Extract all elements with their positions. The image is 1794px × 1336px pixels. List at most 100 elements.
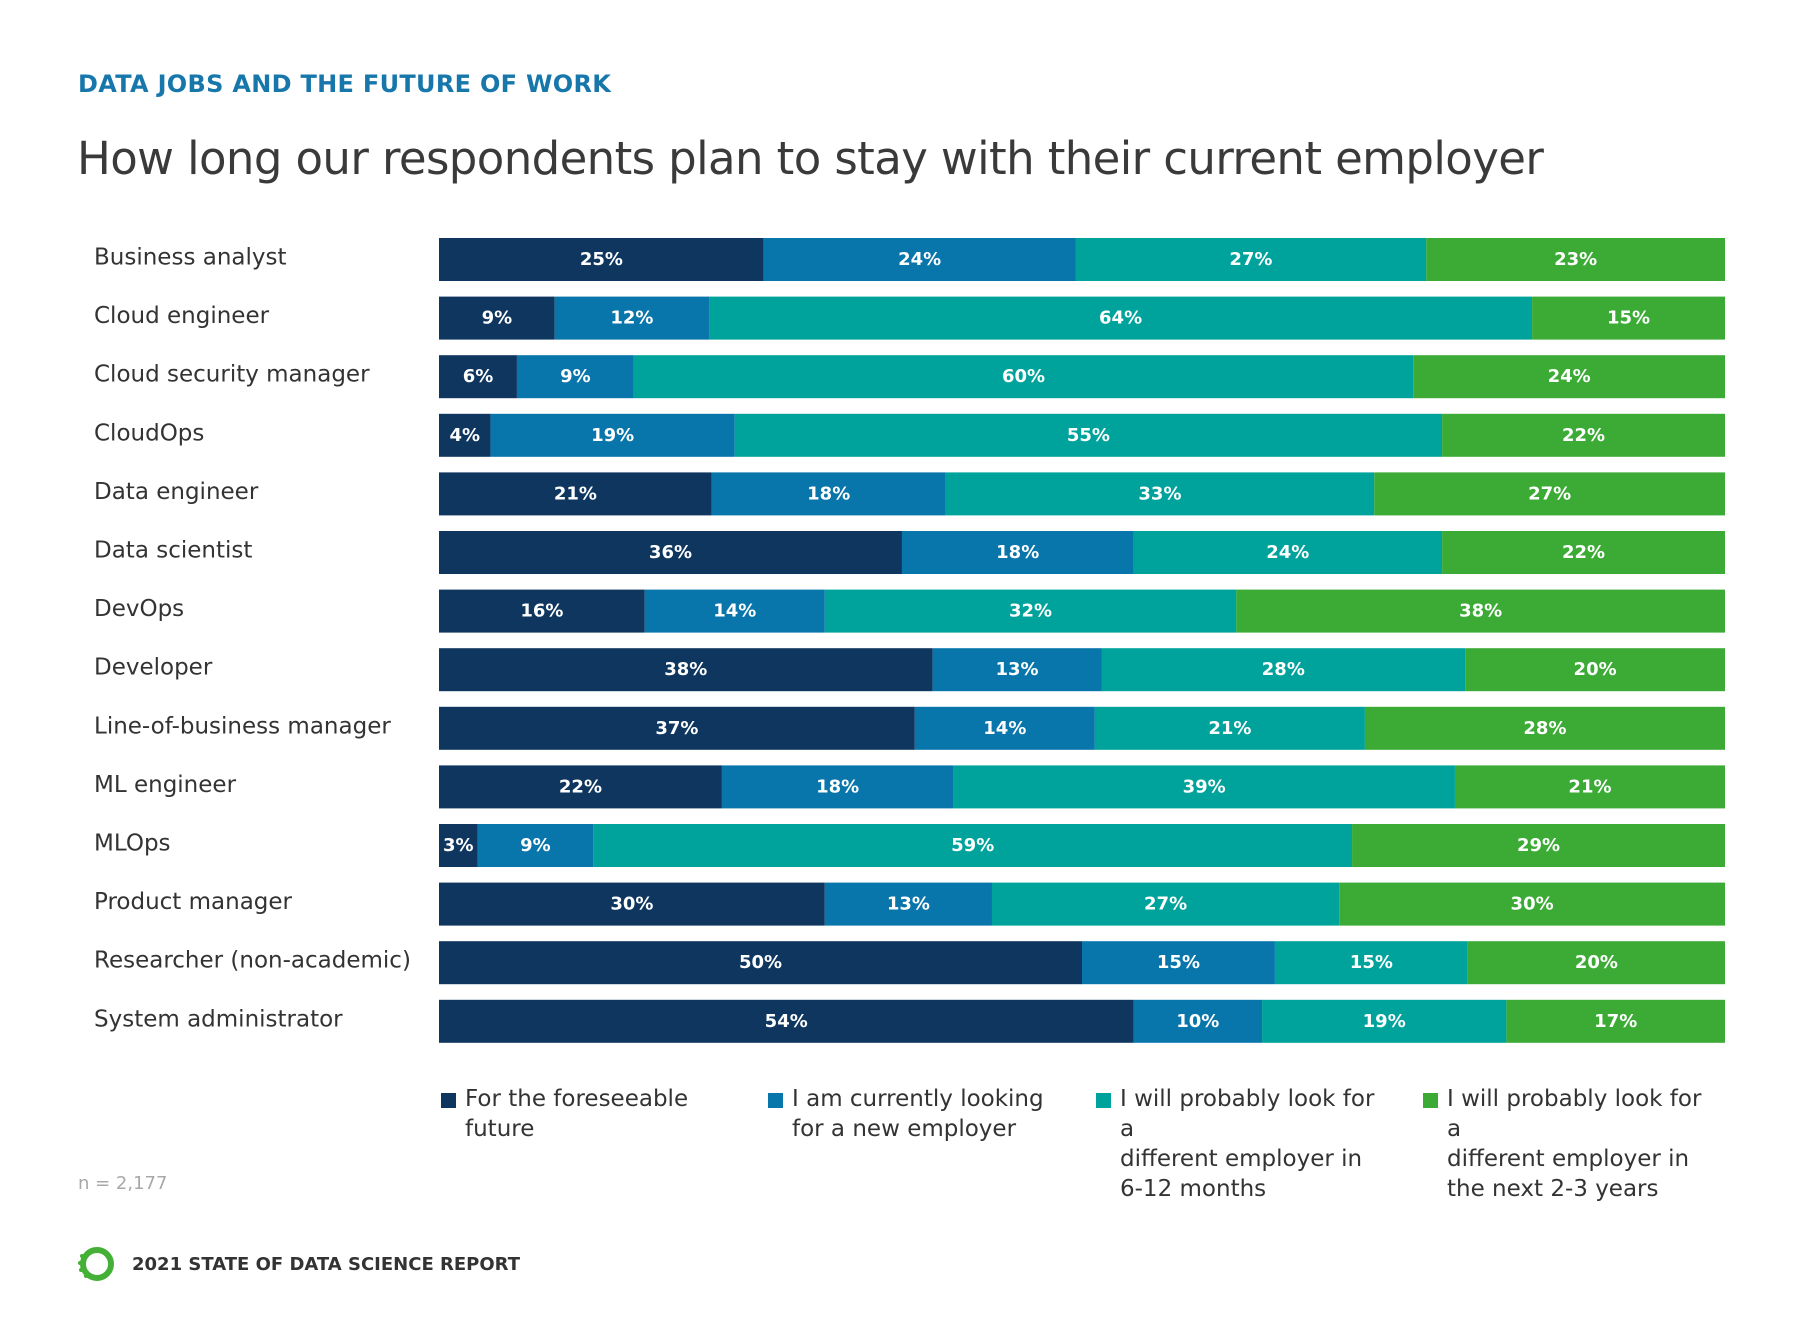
- bar-segment: [1364, 706, 1725, 750]
- category-label: Data engineer: [94, 479, 259, 505]
- segment-value-label: 4%: [449, 425, 480, 446]
- report-section-kicker: DATA JOBS AND THE FUTURE OF WORK: [78, 70, 612, 98]
- bar-segment: [901, 531, 1134, 574]
- segment-value-label: 15%: [1607, 308, 1650, 329]
- segment-value-label: 21%: [1208, 718, 1251, 739]
- segment-value-label: 18%: [996, 542, 1039, 563]
- bar-segment: [439, 413, 491, 457]
- bar-segment: [1082, 941, 1275, 985]
- bar-segment: [1442, 531, 1725, 574]
- segment-value-label: 64%: [1099, 308, 1142, 329]
- bar-segment: [644, 589, 825, 633]
- segment-value-label: 18%: [807, 483, 850, 504]
- anaconda-ring-logo-icon: [78, 1247, 114, 1281]
- bar-segment: [1442, 413, 1725, 457]
- segment-value-label: 60%: [1002, 366, 1045, 387]
- legend-item: I am currently looking for a new employer: [768, 1084, 1058, 1144]
- legend-label: different employer in: [1447, 1146, 1690, 1172]
- bar-segment: [439, 296, 555, 340]
- legend-item: I will probably look for a different empl…: [1096, 1084, 1386, 1204]
- chart-legend: For the foreseeable future I am currently …: [0, 1084, 1794, 1202]
- bar-segment: [439, 355, 517, 399]
- stacked-bar-chart: Business analyst Cloud engineer Cloud secu…: [94, 238, 1725, 1043]
- bar-segment: [1133, 999, 1263, 1043]
- segment-value-label: 13%: [996, 659, 1039, 680]
- bar-segment: [1339, 882, 1725, 926]
- bar-segment: [953, 765, 1455, 809]
- category-label: Data scientist: [94, 538, 252, 564]
- segment-value-label: 32%: [1009, 601, 1052, 622]
- bar-segment: [1101, 648, 1466, 692]
- legend-label: different employer in: [1120, 1146, 1363, 1172]
- legend-label: the next 2-3 years: [1447, 1176, 1659, 1202]
- legend-swatch: [1423, 1093, 1438, 1108]
- bar-segment: [1454, 765, 1725, 809]
- segment-value-label: 38%: [1459, 601, 1502, 622]
- legend-label: 6-12 months: [1120, 1176, 1267, 1202]
- bar-segment: [991, 882, 1340, 926]
- segment-value-label: 16%: [520, 601, 563, 622]
- segment-value-label: 9%: [520, 835, 551, 856]
- bar-segment: [593, 824, 1353, 867]
- segment-value-label: 15%: [1350, 952, 1393, 973]
- segment-value-label: 27%: [1144, 894, 1187, 915]
- segment-value-label: 22%: [1562, 425, 1605, 446]
- legend-item: For the foreseeable future: [441, 1084, 731, 1144]
- category-labels: Business analyst Cloud engineer Cloud secu…: [94, 245, 411, 1033]
- bar-segment: [1413, 355, 1725, 399]
- segment-value-label: 59%: [951, 835, 994, 856]
- bar-segment: [439, 765, 722, 809]
- segment-value-label: 24%: [1266, 542, 1309, 563]
- bar-segment: [709, 296, 1533, 340]
- segment-value-label: 3%: [443, 835, 474, 856]
- segment-value-label: 9%: [560, 366, 591, 387]
- segment-value-label: 50%: [739, 952, 782, 973]
- category-label: DevOps: [94, 596, 184, 622]
- bar-segment: [1465, 648, 1725, 692]
- bar-segment: [1262, 999, 1507, 1043]
- bar-segment: [914, 706, 1095, 750]
- segment-value-label: 21%: [1568, 776, 1611, 797]
- bar-segment: [439, 589, 645, 633]
- bar-segment: [1075, 238, 1427, 281]
- segment-value-label: 37%: [655, 718, 698, 739]
- segment-value-label: 54%: [765, 1011, 808, 1032]
- segment-value-label: 30%: [1511, 894, 1554, 915]
- segment-value-label: 14%: [983, 718, 1026, 739]
- segment-value-label: 24%: [1548, 366, 1591, 387]
- category-label: ML engineer: [94, 772, 237, 798]
- segment-value-label: 28%: [1523, 718, 1566, 739]
- bar-segment: [1426, 238, 1725, 281]
- segment-value-label: 27%: [1528, 483, 1571, 504]
- bar-segment: [439, 531, 902, 574]
- segment-value-label: 33%: [1138, 483, 1181, 504]
- segment-value-label: 6%: [463, 366, 494, 387]
- bar-segment: [439, 824, 478, 867]
- bar-segment: [1274, 941, 1468, 985]
- bar-segment: [945, 472, 1375, 516]
- bar-segment: [490, 413, 735, 457]
- segment-value-label: 20%: [1574, 659, 1617, 680]
- legend-label: future: [465, 1116, 535, 1142]
- segment-value-label: 36%: [649, 542, 692, 563]
- category-label: Business analyst: [94, 245, 287, 271]
- legend-swatch: [1096, 1093, 1111, 1108]
- segment-value-label: 13%: [887, 894, 930, 915]
- bar-segment: [1374, 472, 1725, 516]
- bar-segment: [439, 238, 764, 281]
- bar-segment: [439, 999, 1134, 1043]
- category-label: System administrator: [94, 1006, 343, 1032]
- segment-value-label: 17%: [1594, 1011, 1637, 1032]
- segment-value-label: 23%: [1554, 249, 1597, 270]
- bar-segment: [1094, 706, 1365, 750]
- bar-segment: [439, 472, 712, 516]
- bar-segment: [439, 882, 825, 926]
- bar-segment: [633, 355, 1414, 399]
- category-label: Researcher (non-academic): [94, 948, 411, 974]
- bar-segment: [734, 413, 1443, 457]
- segment-value-label: 28%: [1262, 659, 1305, 680]
- segment-value-label: 39%: [1183, 776, 1226, 797]
- legend-swatch: [441, 1093, 456, 1108]
- category-label: Product manager: [94, 889, 293, 915]
- segment-value-label: 18%: [816, 776, 859, 797]
